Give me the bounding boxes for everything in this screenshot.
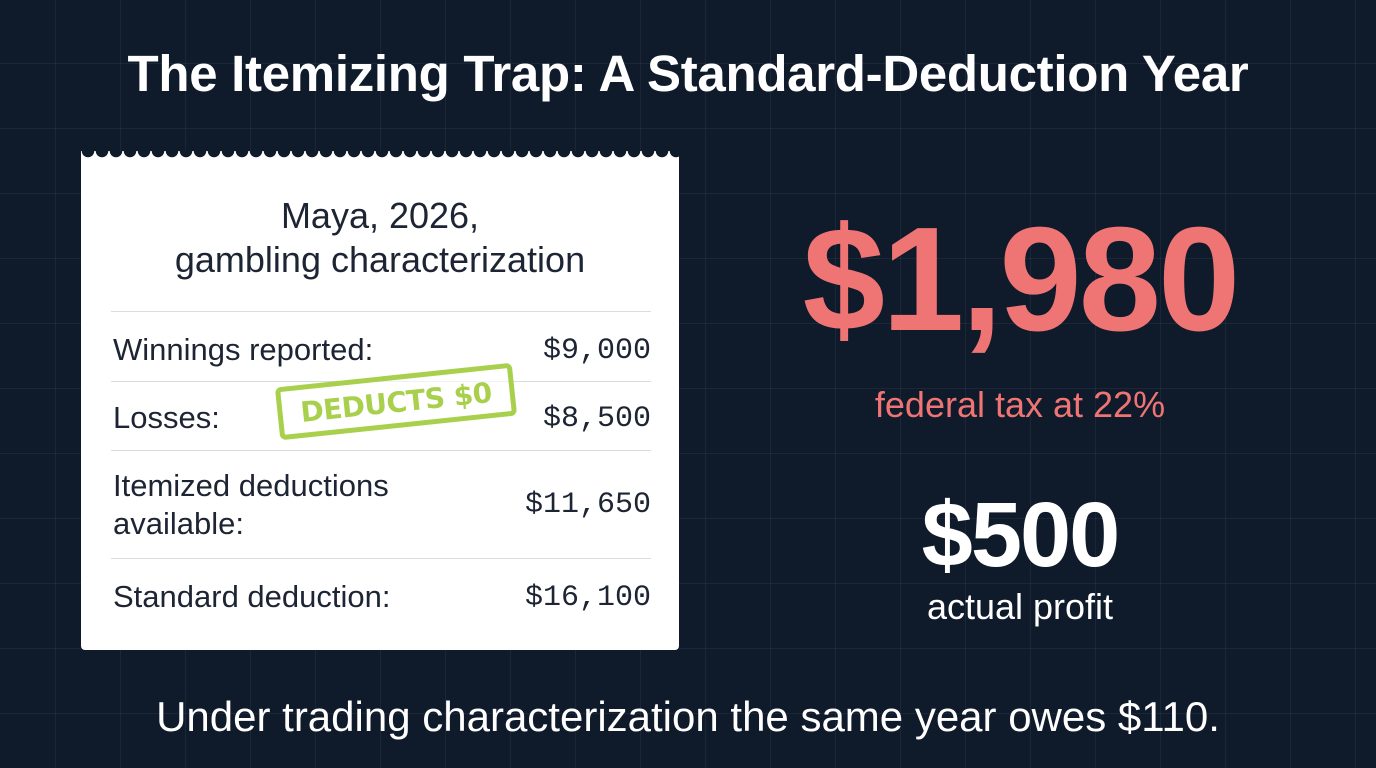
receipt-card: Maya, 2026, gambling characterization Wi… [81,151,679,650]
losses-value: $8,500 [542,402,651,436]
receipt-row-winnings: Winnings reported: $9,000 [111,311,651,382]
standard-deduction-value: $16,100 [524,581,651,615]
winnings-label: Winnings reported: [113,332,374,367]
footer-note: Under trading characterization the same … [156,693,1220,740]
receipt-row-itemized-deductions: Itemized deductions available: $11,650 [111,450,651,559]
federal-tax-caption: federal tax at 22% [874,384,1166,425]
receipt-row-standard-deduction: Standard deduction: $16,100 [111,558,651,639]
receipt-scalloped-edge [81,151,679,169]
receipt-row-losses: Losses: $8,500 [111,381,651,452]
federal-tax-amount: $1,980 [802,197,1241,362]
losses-label: Losses: [113,400,220,435]
receipt-title-line-2: gambling characterization [174,239,586,280]
itemized-deductions-value: $11,650 [524,488,651,522]
itemized-deductions-label: Itemized deductions available: [113,467,389,543]
receipt-title-line-1: Maya, 2026, [280,195,480,236]
actual-profit-caption: actual profit [926,586,1114,627]
itemized-deductions-label-line-2: available: [113,506,244,541]
itemized-deductions-label-line-1: Itemized deductions [113,468,389,503]
page-title: The Itemizing Trap: A Standard-Deduction… [127,45,1249,102]
receipt-title: Maya, 2026, gambling characterization [81,194,679,282]
winnings-value: $9,000 [542,334,651,368]
standard-deduction-label: Standard deduction: [113,579,391,614]
actual-profit-amount: $500 [921,484,1121,586]
